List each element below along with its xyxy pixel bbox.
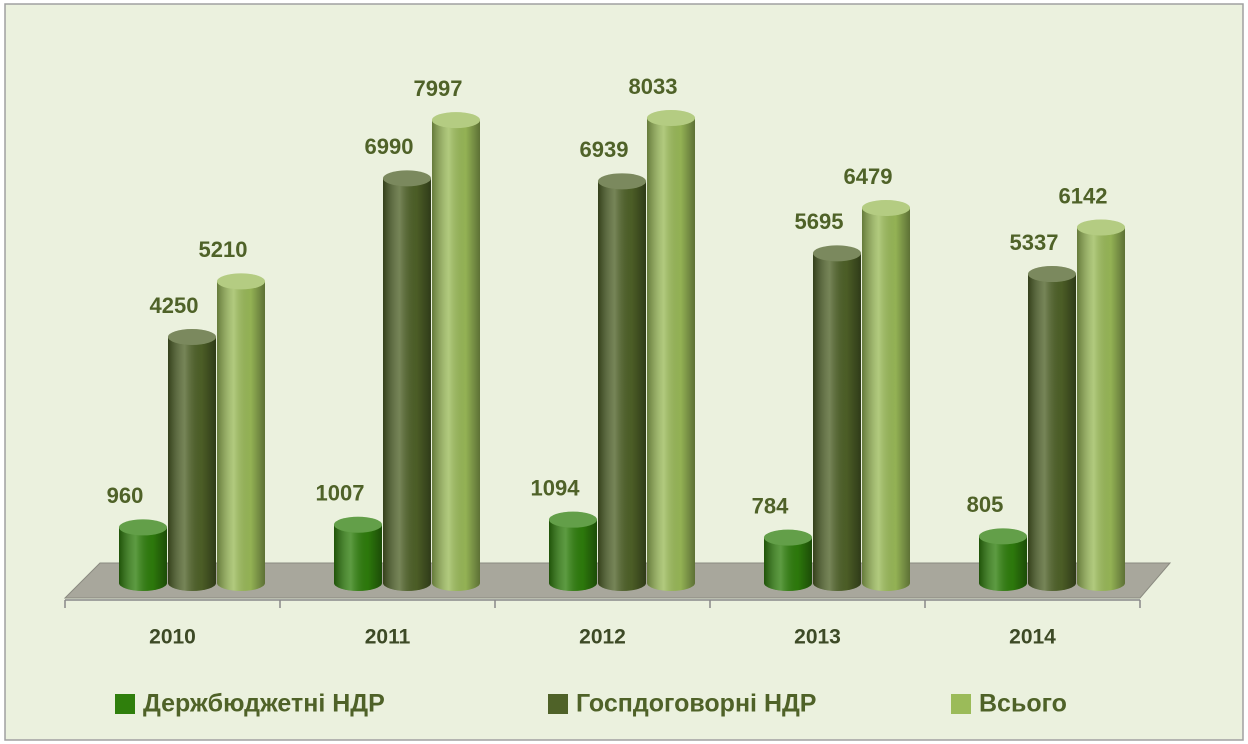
legend-swatch	[548, 694, 568, 714]
cylinder-top-highlight	[813, 245, 861, 262]
value-label: 5337	[1010, 230, 1059, 255]
value-label: 1094	[531, 475, 581, 500]
value-label: 6479	[844, 164, 893, 189]
value-label: 5210	[199, 237, 248, 262]
legend-label: Всього	[979, 690, 1067, 718]
cylinder-top-highlight	[217, 273, 265, 290]
cylinder-top	[1028, 266, 1076, 283]
cylinder-shade	[979, 536, 1027, 591]
legend-label: Держбюджетні НДР	[143, 690, 385, 718]
cylinder-top-highlight	[168, 328, 216, 345]
cylinder-shade	[764, 537, 812, 591]
cylinder-top	[168, 328, 216, 345]
cylinder-shade	[549, 519, 597, 591]
value-label: 6939	[580, 137, 629, 162]
cylinder-shade	[168, 336, 216, 591]
cylinder-top-highlight	[979, 528, 1027, 545]
cylinder-shade	[862, 207, 910, 591]
value-label: 6990	[365, 134, 414, 159]
cylinder-shade	[647, 118, 695, 591]
cylinder-top-highlight	[1077, 219, 1125, 236]
x-tick-label: 2010	[149, 626, 196, 649]
cylinder-top	[119, 519, 167, 536]
value-label: 8033	[629, 74, 678, 99]
cylinder-top-highlight	[862, 199, 910, 216]
cylinder-top	[549, 511, 597, 528]
value-label: 960	[107, 483, 144, 508]
value-label: 784	[752, 493, 789, 518]
value-label: 4250	[150, 293, 199, 318]
cylinder-shade	[383, 178, 431, 592]
cylinder-top	[862, 199, 910, 216]
legend-swatch	[115, 694, 135, 714]
x-tick-label: 2011	[365, 626, 411, 649]
cylinder-top	[217, 273, 265, 290]
x-tick-label: 2014	[1009, 626, 1056, 649]
x-tick-label: 2012	[579, 626, 626, 649]
cylinder-top	[647, 110, 695, 126]
value-label: 1007	[316, 481, 365, 506]
cylinder-top-highlight	[119, 519, 167, 536]
value-label: 805	[967, 492, 1004, 517]
cylinder-shade	[432, 120, 480, 592]
cylinder-shade	[217, 281, 265, 591]
cylinder-top	[598, 173, 646, 190]
cylinder-shade	[334, 524, 382, 591]
cylinder-top	[432, 112, 480, 129]
cylinder-top-highlight	[549, 511, 597, 528]
cylinder-shade	[1077, 227, 1125, 592]
cylinder-top-highlight	[334, 516, 382, 533]
x-tick-label: 2013	[794, 626, 841, 649]
cylinder-shade	[813, 253, 861, 591]
cylinder-shade	[598, 181, 646, 592]
cylinder-top	[979, 528, 1027, 545]
cylinder-top-highlight	[432, 112, 480, 129]
value-label: 6142	[1059, 183, 1108, 208]
cylinder-top-highlight	[598, 173, 646, 190]
cylinder-top	[1077, 219, 1125, 236]
cylinder-top	[383, 170, 431, 187]
cylinder-top-highlight	[647, 110, 695, 126]
cylinder-top-highlight	[383, 170, 431, 187]
cylinder-top-highlight	[764, 529, 812, 546]
cylinder-top-highlight	[1028, 266, 1076, 283]
cylinder-shade	[1028, 274, 1076, 591]
value-label: 7997	[414, 76, 463, 101]
legend-swatch	[951, 694, 971, 714]
cylinder-top	[813, 245, 861, 262]
cylinder-shade	[119, 527, 167, 591]
legend-label: Госпдоговорні НДР	[576, 690, 816, 718]
cylinder-top	[334, 516, 382, 533]
cylinder-top	[764, 529, 812, 546]
value-label: 5695	[795, 209, 844, 234]
